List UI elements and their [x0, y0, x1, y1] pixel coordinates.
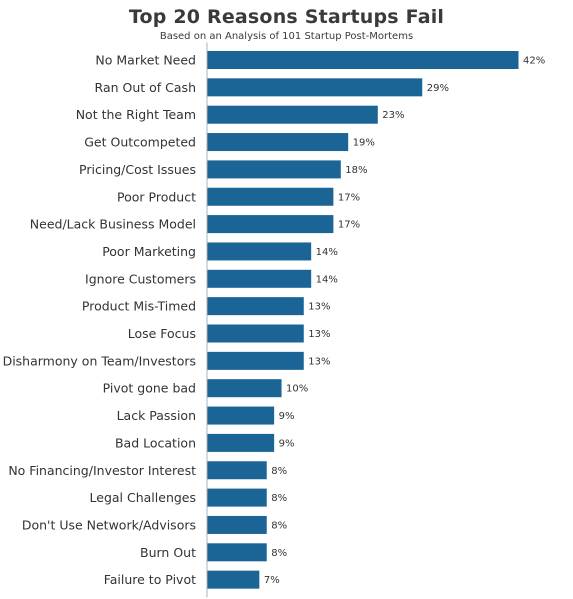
bar — [207, 187, 334, 206]
category-label: Need/Lack Business Model — [30, 217, 196, 232]
data-label: 42% — [523, 56, 545, 67]
category-label: Pivot gone bad — [103, 381, 196, 396]
data-label: 17% — [338, 192, 360, 203]
bar — [207, 543, 267, 562]
chart-subtitle: Based on an Analysis of 101 Startup Post… — [159, 31, 414, 42]
data-label: 13% — [308, 329, 330, 340]
category-label: Ignore Customers — [85, 271, 196, 286]
category-label: Lose Focus — [128, 326, 196, 341]
data-label: 14% — [316, 274, 338, 285]
data-label: 8% — [271, 548, 287, 559]
data-label: 9% — [279, 411, 295, 422]
category-label: Lack Passion — [117, 408, 196, 423]
bar — [207, 406, 275, 425]
data-label: 9% — [279, 438, 295, 449]
data-label: 19% — [353, 138, 375, 149]
bar — [207, 269, 312, 288]
data-label: 17% — [338, 220, 360, 231]
category-label: No Financing/Investor Interest — [8, 463, 196, 478]
bar — [207, 242, 312, 261]
bar — [207, 433, 275, 452]
bar — [207, 379, 282, 398]
data-label: 7% — [264, 575, 280, 586]
category-label: Ran Out of Cash — [95, 80, 196, 95]
bar — [207, 78, 423, 97]
bar — [207, 215, 334, 234]
data-label: 13% — [308, 356, 330, 367]
bar — [207, 160, 341, 179]
category-label: Don't Use Network/Advisors — [22, 517, 196, 532]
category-label: Poor Product — [117, 189, 196, 204]
bar — [207, 133, 349, 152]
data-label: 18% — [345, 165, 367, 176]
bar — [207, 297, 304, 316]
bar — [207, 515, 267, 534]
bar — [207, 105, 378, 124]
data-label: 8% — [271, 466, 287, 477]
bar — [207, 324, 304, 343]
bar — [207, 351, 304, 370]
bar — [207, 461, 267, 480]
category-label: Legal Challenges — [90, 490, 196, 505]
data-label: 10% — [286, 384, 308, 395]
category-label: Bad Location — [115, 435, 196, 450]
bar — [207, 570, 260, 589]
data-label: 23% — [382, 110, 404, 121]
category-label: No Market Need — [95, 53, 196, 68]
data-label: 13% — [308, 302, 330, 313]
data-label: 14% — [316, 247, 338, 258]
category-label: Product Mis-Timed — [82, 299, 196, 314]
data-label: 8% — [271, 520, 287, 531]
chart-title: Top 20 Reasons Startups Fail — [128, 6, 445, 28]
category-label: Failure to Pivot — [104, 572, 196, 587]
category-label: Pricing/Cost Issues — [79, 162, 196, 177]
bar — [207, 51, 519, 69]
category-label: Burn Out — [140, 545, 196, 560]
category-label: Get Outcompeted — [84, 135, 196, 150]
data-label: 8% — [271, 493, 287, 504]
category-label: Not the Right Team — [76, 107, 196, 122]
category-label: Poor Marketing — [102, 244, 196, 259]
data-label: 29% — [427, 83, 449, 94]
category-label: Disharmony on Team/Investors — [3, 353, 196, 368]
bar — [207, 488, 267, 507]
